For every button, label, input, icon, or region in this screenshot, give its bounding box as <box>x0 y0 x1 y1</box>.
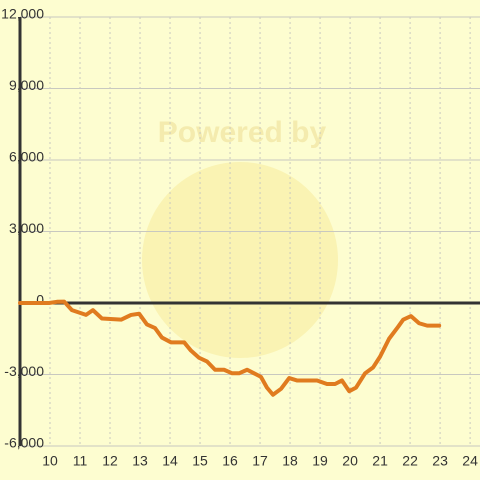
x-tick-label: 23 <box>432 453 448 469</box>
y-tick-label: 6,000 <box>9 149 44 165</box>
x-tick-label: 10 <box>42 453 58 469</box>
x-tick-label: 18 <box>282 453 298 469</box>
x-tick-label: 13 <box>132 453 148 469</box>
y-tick-label: 9,000 <box>9 77 44 93</box>
y-tick-label: -6,000 <box>4 435 44 451</box>
y-tick-label: 3,000 <box>9 220 44 236</box>
line-series <box>18 299 442 397</box>
x-tick-label: 17 <box>252 453 268 469</box>
y-tick-label: 0 <box>36 292 44 308</box>
x-tick-label: 22 <box>402 453 418 469</box>
x-tick-label: 15 <box>192 453 208 469</box>
x-tick-label: 14 <box>162 453 178 469</box>
x-tick-label: 20 <box>342 453 358 469</box>
x-tick-label: 21 <box>372 453 388 469</box>
y-tick-label: -3,000 <box>4 363 44 379</box>
x-tick-label: 19 <box>312 453 328 469</box>
x-tick-label: 12 <box>102 453 118 469</box>
x-tick-label: 11 <box>73 453 88 469</box>
watermark: Powered by <box>158 116 327 149</box>
y-tick-label: 12,000 <box>1 6 44 22</box>
x-tick-label: 24 <box>462 453 478 469</box>
x-tick-label: 16 <box>222 453 238 469</box>
watermark-logo <box>142 162 338 358</box>
